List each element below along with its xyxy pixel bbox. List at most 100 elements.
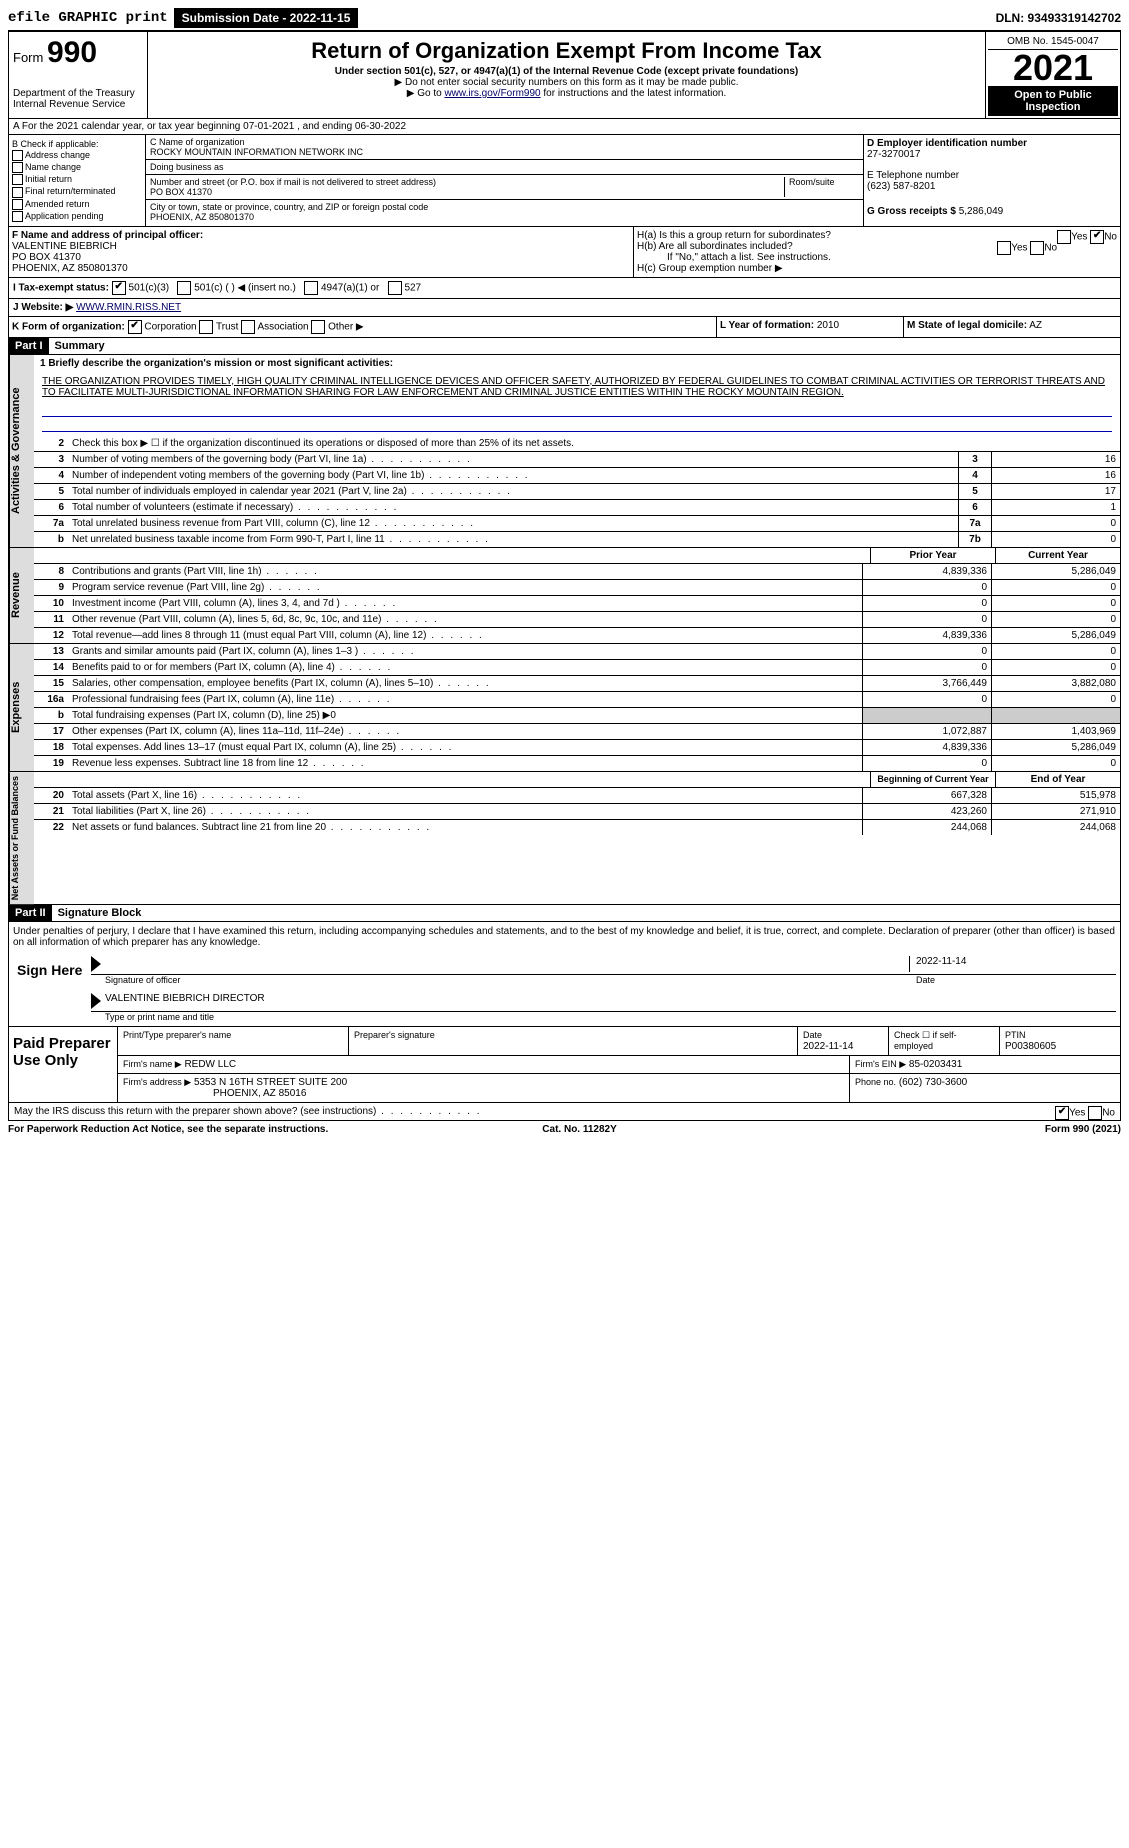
submission-date-button[interactable]: Submission Date - 2022-11-15 [174, 8, 359, 28]
firm-ein: 85-0203431 [909, 1059, 962, 1070]
row-a-tax-year: A For the 2021 calendar year, or tax yea… [8, 119, 1121, 135]
cb-corp[interactable]: ✔ [128, 320, 142, 334]
may-yes[interactable]: ✔ [1055, 1106, 1069, 1120]
website-link[interactable]: WWW.RMIN.RISS.NET [76, 302, 181, 313]
d-label: D Employer identification number [867, 138, 1027, 149]
g-label: G Gross receipts $ [867, 206, 956, 217]
part2-title: Signature Block [52, 905, 148, 921]
officer-name: VALENTINE BIEBRICH [12, 241, 630, 252]
officer-addr2: PHOENIX, AZ 850801370 [12, 263, 630, 274]
paid-preparer-label: Paid Preparer Use Only [9, 1027, 118, 1102]
cb-501c3[interactable]: ✔ [112, 281, 126, 295]
irs-link[interactable]: www.irs.gov/Form990 [444, 88, 540, 99]
cb-other[interactable] [311, 320, 325, 334]
note-link: ▶ Go to www.irs.gov/Form990 for instruct… [152, 88, 981, 99]
form-number: Form 990 [13, 36, 143, 70]
firm-name: REDW LLC [184, 1059, 236, 1070]
sig-type-label: Type or print name and title [91, 1012, 1116, 1022]
org-name: ROCKY MOUNTAIN INFORMATION NETWORK INC [150, 147, 363, 157]
city-label: City or town, state or province, country… [150, 202, 428, 212]
ptin-hdr: PTIN [1005, 1030, 1026, 1040]
ha-no[interactable]: ✔ [1090, 230, 1104, 244]
l-label: L Year of formation: [720, 320, 814, 331]
form-subtitle: Under section 501(c), 527, or 4947(a)(1)… [152, 66, 981, 77]
blank-line [42, 406, 1112, 417]
cb-501c[interactable] [177, 281, 191, 295]
vtab-governance: Activities & Governance [9, 355, 34, 547]
year-formation: 2010 [817, 320, 839, 331]
hb-yes[interactable] [997, 241, 1011, 255]
hb-no[interactable] [1030, 241, 1044, 255]
may-discuss-row: May the IRS discuss this return with the… [8, 1103, 1121, 1121]
form-footer: Form 990 (2021) [1045, 1124, 1121, 1135]
efile-label: efile GRAPHIC print [8, 10, 168, 26]
note-ssn: ▶ Do not enter social security numbers o… [152, 77, 981, 88]
section-b-checkboxes: B Check if applicable: Address change Na… [9, 135, 146, 226]
sig-officer-label: Signature of officer [91, 975, 916, 985]
cb-amended[interactable] [12, 199, 23, 210]
part2-header: Part IISignature Block [8, 905, 1121, 922]
end-year-hdr: End of Year [995, 772, 1120, 787]
vtab-expenses: Expenses [9, 644, 34, 771]
may-discuss-text: May the IRS discuss this return with the… [14, 1106, 482, 1117]
paperwork-notice: For Paperwork Reduction Act Notice, see … [8, 1124, 328, 1135]
open-to-public: Open to Public Inspection [988, 86, 1118, 116]
m-label: M State of legal domicile: [907, 320, 1027, 331]
cb-527[interactable] [388, 281, 402, 295]
tax-year: 2021 [988, 50, 1118, 86]
cb-trust[interactable] [199, 320, 213, 334]
hc-label: H(c) Group exemption number ▶ [637, 263, 1117, 274]
row-j: J Website: ▶ WWW.RMIN.RISS.NET [8, 299, 1121, 317]
sign-here-label: Sign Here [13, 954, 91, 1022]
dln-label: DLN: 93493319142702 [996, 11, 1121, 25]
cb-final-return[interactable] [12, 187, 23, 198]
may-no[interactable] [1088, 1106, 1102, 1120]
sig-name: VALENTINE BIEBRICH DIRECTOR [101, 993, 265, 1009]
addr-value: PO BOX 41370 [150, 187, 212, 197]
paid-preparer-block: Paid Preparer Use Only Print/Type prepar… [8, 1027, 1121, 1103]
b-header: B Check if applicable: [12, 139, 142, 149]
gross-receipts: 5,286,049 [959, 206, 1004, 217]
firm-addr2: PHOENIX, AZ 85016 [123, 1088, 306, 1099]
c-label: C Name of organization [150, 137, 245, 147]
officer-addr1: PO BOX 41370 [12, 252, 630, 263]
dba-label: Doing business as [150, 162, 224, 172]
prep-date-hdr: Date [803, 1030, 822, 1040]
sig-date: 2022-11-14 [909, 956, 1116, 972]
signature-declaration: Under penalties of perjury, I declare th… [13, 926, 1116, 948]
firm-ein-lbl: Firm's EIN ▶ [855, 1059, 906, 1069]
cat-no: Cat. No. 11282Y [542, 1124, 616, 1135]
i-label: I Tax-exempt status: [13, 282, 109, 293]
footer: For Paperwork Reduction Act Notice, see … [8, 1121, 1121, 1138]
arrow-icon [91, 993, 101, 1009]
section-fh: F Name and address of principal officer:… [8, 227, 1121, 278]
addr-label: Number and street (or P.O. box if mail i… [150, 177, 436, 187]
ha-yes[interactable] [1057, 230, 1071, 244]
cb-address-change[interactable] [12, 150, 23, 161]
cb-name-change[interactable] [12, 162, 23, 173]
section-bcdeg: B Check if applicable: Address change Na… [8, 135, 1121, 227]
blank-line [42, 421, 1112, 432]
prep-date: 2022-11-14 [803, 1041, 853, 1052]
cb-app-pending[interactable] [12, 211, 23, 222]
prep-name-hdr: Print/Type preparer's name [123, 1030, 231, 1040]
begin-year-hdr: Beginning of Current Year [870, 772, 995, 787]
form-header: Form 990 Department of the Treasury Inte… [8, 30, 1121, 119]
cb-assoc[interactable] [241, 320, 255, 334]
prep-sig-hdr: Preparer's signature [354, 1030, 435, 1040]
vtab-net: Net Assets or Fund Balances [9, 772, 34, 904]
cb-4947[interactable] [304, 281, 318, 295]
k-label: K Form of organization: [12, 321, 125, 332]
arrow-icon [91, 956, 101, 972]
top-bar: efile GRAPHIC print Submission Date - 20… [8, 8, 1121, 28]
cb-initial-return[interactable] [12, 174, 23, 185]
governance-section: Activities & Governance 1 Briefly descri… [8, 355, 1121, 548]
revenue-section: Revenue Prior YearCurrent Year 8Contribu… [8, 548, 1121, 644]
firm-addr: 5353 N 16TH STREET SUITE 200 [194, 1077, 347, 1088]
f-label: F Name and address of principal officer: [12, 230, 203, 241]
firm-addr-lbl: Firm's address ▶ [123, 1077, 191, 1087]
city-value: PHOENIX, AZ 850801370 [150, 212, 254, 222]
net-assets-section: Net Assets or Fund Balances Beginning of… [8, 772, 1121, 905]
prior-year-hdr: Prior Year [870, 548, 995, 563]
mission-text: THE ORGANIZATION PROVIDES TIMELY, HIGH Q… [34, 372, 1120, 402]
